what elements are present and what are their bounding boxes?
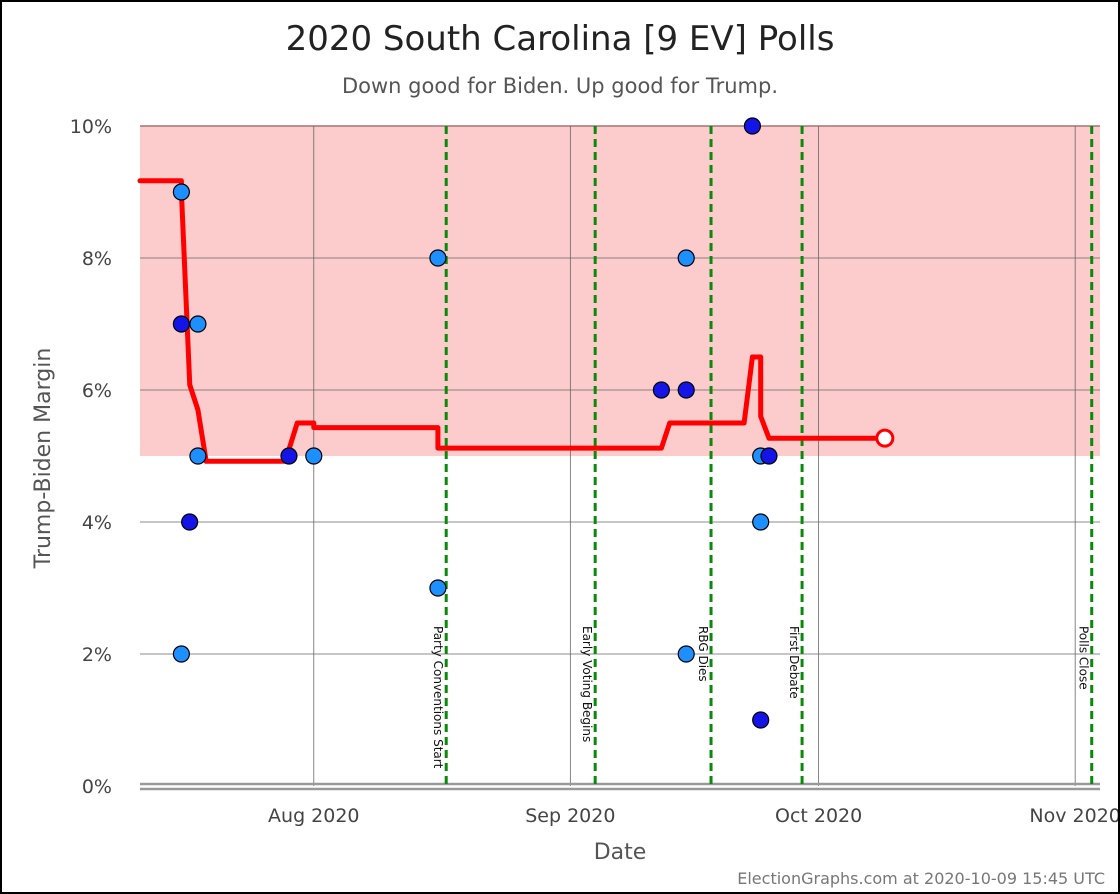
average-end-marker [875, 428, 895, 448]
x-tick-label: Sep 2020 [525, 805, 615, 827]
poll-point [189, 315, 207, 333]
event-layer: Party Conventions Start Early Voting Begi… [431, 126, 1094, 786]
poll-point [677, 381, 695, 399]
poll-point [189, 447, 207, 465]
chart-title: 2020 South Carolina [9 EV] Polls [286, 19, 835, 59]
polling-average-line [137, 178, 888, 464]
poll-point [652, 381, 670, 399]
poll-point [677, 249, 695, 267]
y-tick-label: 6% [82, 380, 112, 402]
poll-point [429, 249, 447, 267]
poll-point [677, 645, 695, 663]
event-label: Early Voting Begins [580, 626, 594, 742]
trump-lead-band [140, 126, 1100, 456]
event-label: First Debate [787, 626, 801, 699]
event-label: Party Conventions Start [431, 626, 445, 769]
poll-point-layer [172, 117, 778, 729]
poll-point [172, 315, 190, 333]
poll-point [172, 183, 190, 201]
y-tick-label: 0% [82, 776, 112, 798]
poll-point [280, 447, 298, 465]
x-axis-label: Date [594, 840, 647, 865]
grid-layer [140, 125, 1100, 791]
poll-point [752, 711, 770, 729]
y-axis-label: Trump-Biden Margin [31, 348, 56, 570]
poll-point [429, 579, 447, 597]
tick-label-layer: 0% 2% 4% 6% 8% 10% Aug 2020 Sep 2020 Oct 2020 Nov… [70, 116, 1118, 827]
chart-subtitle: Down good for Biden. Up good for Trump. [342, 74, 778, 98]
poll-point [752, 513, 770, 531]
y-tick-label: 2% [82, 644, 112, 666]
x-tick-label: Oct 2020 [775, 805, 862, 827]
poll-point [181, 513, 199, 531]
poll-point [743, 117, 762, 135]
event-label: RBG Dies [696, 626, 710, 682]
y-tick-label: 4% [82, 512, 112, 534]
event-label: Polls Close [1077, 626, 1091, 690]
average-line-layer [137, 178, 895, 464]
band-layer [140, 125, 1100, 456]
y-tick-label: 10% [70, 116, 112, 138]
footer-credit: ElectionGraphs.com at 2020-10-09 15:45 U… [737, 869, 1105, 888]
poll-point [760, 447, 778, 465]
poll-point [172, 645, 190, 663]
x-tick-label: Nov 2020 [1029, 805, 1118, 827]
x-tick-label: Aug 2020 [268, 805, 360, 827]
y-tick-label: 8% [82, 248, 112, 270]
poll-point [305, 447, 323, 465]
